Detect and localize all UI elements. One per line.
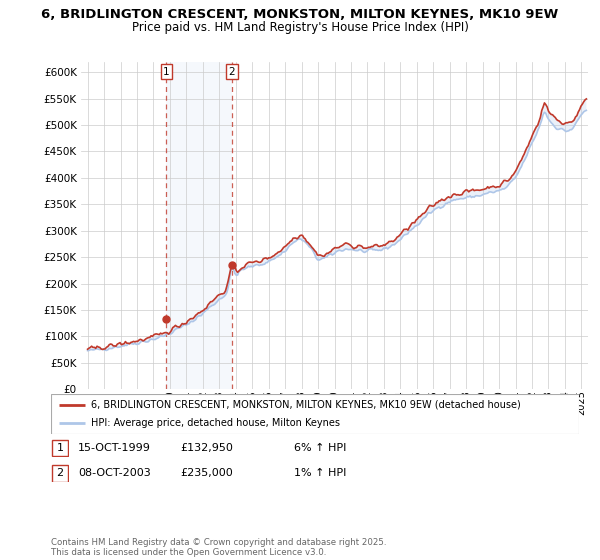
Bar [166,62,232,389]
Text: 6% ↑ HPI: 6% ↑ HPI [294,443,346,453]
Text: 2: 2 [56,468,64,478]
Text: HPI: Average price, detached house, Milton Keynes: HPI: Average price, detached house, Milt… [91,418,340,428]
Text: 1: 1 [163,67,170,77]
Text: £235,000: £235,000 [180,468,233,478]
Text: 1: 1 [56,443,64,453]
Text: Contains HM Land Registry data © Crown copyright and database right 2025.
This d: Contains HM Land Registry data © Crown c… [51,538,386,557]
Text: 15-OCT-1999: 15-OCT-1999 [78,443,151,453]
Text: 08-OCT-2003: 08-OCT-2003 [78,468,151,478]
Text: 2: 2 [229,67,235,77]
Text: £132,950: £132,950 [180,443,233,453]
Text: 6, BRIDLINGTON CRESCENT, MONKSTON, MILTON KEYNES, MK10 9EW (detached house): 6, BRIDLINGTON CRESCENT, MONKSTON, MILTO… [91,400,520,409]
Text: 1% ↑ HPI: 1% ↑ HPI [294,468,346,478]
Text: 6, BRIDLINGTON CRESCENT, MONKSTON, MILTON KEYNES, MK10 9EW: 6, BRIDLINGTON CRESCENT, MONKSTON, MILTO… [41,8,559,21]
Text: Price paid vs. HM Land Registry's House Price Index (HPI): Price paid vs. HM Land Registry's House … [131,21,469,34]
